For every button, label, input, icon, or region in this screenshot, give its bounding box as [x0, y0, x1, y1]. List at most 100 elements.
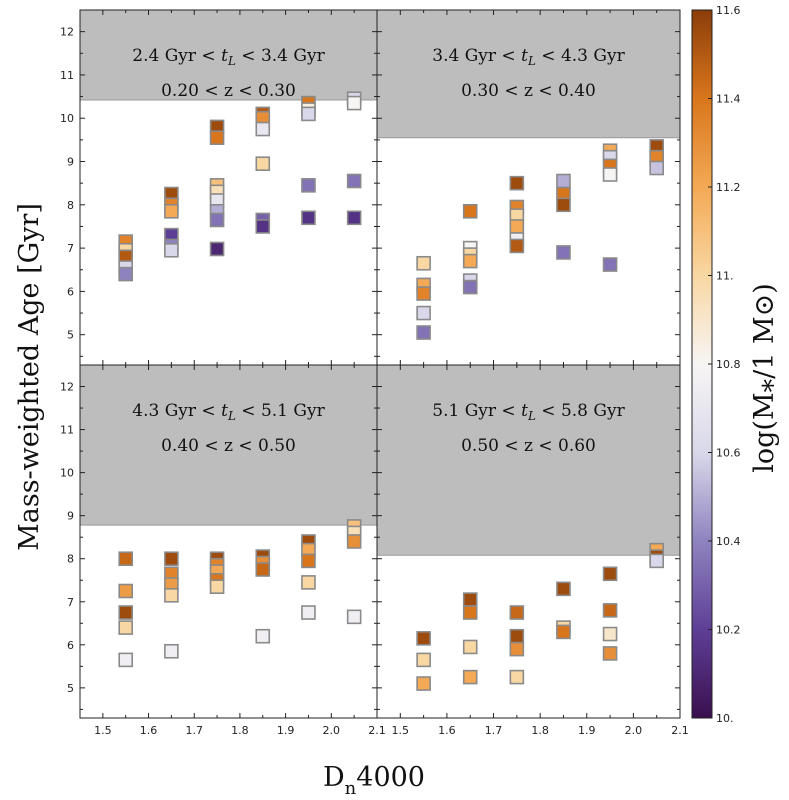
x-tick-label: 1.5 [94, 724, 112, 737]
data-point [602, 603, 618, 618]
data-point [462, 592, 478, 607]
colorbar-tick-label: 10.4 [716, 535, 741, 548]
panels: 5 6 7 8 9 10 11 12 2.4 Gyr < tL < 3.4 Gyr 0.20 < … [60, 9, 689, 737]
panel-3: 5 6 7 8 9 10 11 12 1.5 1.6 1.7 1.8 1.9 2.0 2.1 4.3 Gyr … [60, 364, 386, 737]
data-point [416, 631, 431, 646]
panel-frame [376, 364, 681, 719]
colorbar-tick-label: 10. [716, 712, 734, 725]
y-tick-label: 12 [60, 26, 74, 39]
data-point [301, 605, 316, 620]
data-point [649, 160, 664, 176]
data-point [509, 641, 525, 657]
data-point [118, 551, 133, 567]
colorbar-title: log(M⁎/1 M⊙) [749, 283, 780, 473]
data-point [346, 534, 362, 549]
x-tick-label: 1.9 [578, 724, 596, 737]
x-tick-label: 2.1 [368, 724, 386, 737]
colorbar-tick-label: 11. [716, 270, 734, 283]
data-point [118, 266, 133, 282]
y-tick-label: 8 [67, 553, 74, 566]
data-point [118, 652, 133, 668]
data-point [416, 305, 431, 321]
data-point [346, 95, 362, 111]
x-tick-label: 1.7 [185, 724, 203, 737]
data-point [602, 626, 618, 642]
x-tick-label: 1.6 [438, 724, 456, 737]
data-point [509, 219, 525, 234]
panel-label: 2.4 Gyr < tL < 3.4 Gyr [132, 46, 325, 68]
data-point [416, 255, 431, 271]
colorbar: 10. 10.2 10.4 10.6 10.8 11. 11.2 11.4 11.6 [691, 4, 741, 725]
data-point [164, 551, 179, 567]
data-point [118, 605, 133, 620]
data-point [416, 676, 431, 691]
x-tick-label: 1.5 [392, 724, 410, 737]
y-axis-title: Mass-weighted Age [Gyr] [14, 203, 45, 551]
y-tick-label: 9 [67, 510, 74, 523]
data-point [602, 167, 618, 182]
y-tick-label: 10 [60, 112, 74, 125]
panel-label: 3.4 Gyr < tL < 4.3 Gyr [432, 46, 625, 68]
data-point [416, 652, 431, 668]
data-point [346, 173, 362, 189]
data-point [301, 553, 316, 569]
data-point [209, 130, 225, 146]
panel-1: 5 6 7 8 9 10 11 12 2.4 Gyr < tL < 3.4 Gyr 0.20 < … [60, 9, 378, 366]
data-point [462, 605, 478, 620]
y-tick-label: 11 [60, 424, 74, 437]
y-tick-label: 11 [60, 69, 74, 82]
data-point [509, 669, 525, 685]
y-tick-label: 5 [67, 329, 74, 342]
y-tick-label: 9 [67, 156, 74, 169]
y-tick-label: 7 [67, 596, 74, 609]
panel-label: 4.3 Gyr < tL < 5.1 Gyr [132, 401, 325, 423]
data-point [164, 204, 179, 219]
data-point [346, 609, 362, 625]
data-point [346, 210, 362, 226]
excluded-region [80, 10, 377, 101]
data-point [255, 628, 271, 644]
x-tick-label: 2.0 [323, 724, 341, 737]
data-point [509, 238, 525, 254]
panel-label: 0.30 < z < 0.40 [461, 81, 596, 101]
data-point [462, 639, 478, 655]
data-point [255, 562, 271, 577]
data-point [556, 624, 571, 640]
x-tick-label: 2.1 [671, 724, 689, 737]
data-point [462, 279, 478, 295]
data-point [118, 620, 133, 635]
x-tick-label: 1.9 [277, 724, 295, 737]
data-point [118, 583, 133, 599]
excluded-region [377, 10, 680, 138]
y-tick-label: 6 [67, 639, 74, 652]
x-axis-title-main: D [323, 762, 345, 793]
data-point [301, 106, 316, 122]
data-point [509, 175, 525, 191]
panel-label: 0.40 < z < 0.50 [161, 436, 296, 456]
y-tick-label: 8 [67, 199, 74, 212]
data-point [416, 325, 431, 340]
colorbar-tick-label: 11.6 [716, 4, 741, 17]
data-point [209, 212, 225, 228]
y-tick-label: 6 [67, 285, 74, 298]
data-point [255, 219, 271, 234]
data-point [255, 121, 271, 137]
x-tick-label: 1.7 [485, 724, 503, 737]
panel-label: 0.20 < z < 0.30 [161, 81, 296, 101]
panel-label: 0.50 < z < 0.60 [461, 436, 596, 456]
data-point [556, 581, 571, 597]
y-tick-label: 5 [67, 682, 74, 695]
x-tick-label: 1.6 [140, 724, 158, 737]
panel-label: 5.1 Gyr < tL < 5.8 Gyr [432, 401, 625, 423]
data-point [416, 286, 431, 301]
data-point [509, 628, 525, 644]
data-point [602, 646, 618, 661]
data-point [462, 204, 478, 219]
data-point [602, 566, 618, 582]
data-point [301, 178, 316, 193]
data-point [462, 253, 478, 269]
x-axis-title: Dn4000 [323, 762, 425, 799]
excluded-region [80, 365, 377, 526]
colorbar-tick-label: 11.2 [716, 181, 741, 194]
